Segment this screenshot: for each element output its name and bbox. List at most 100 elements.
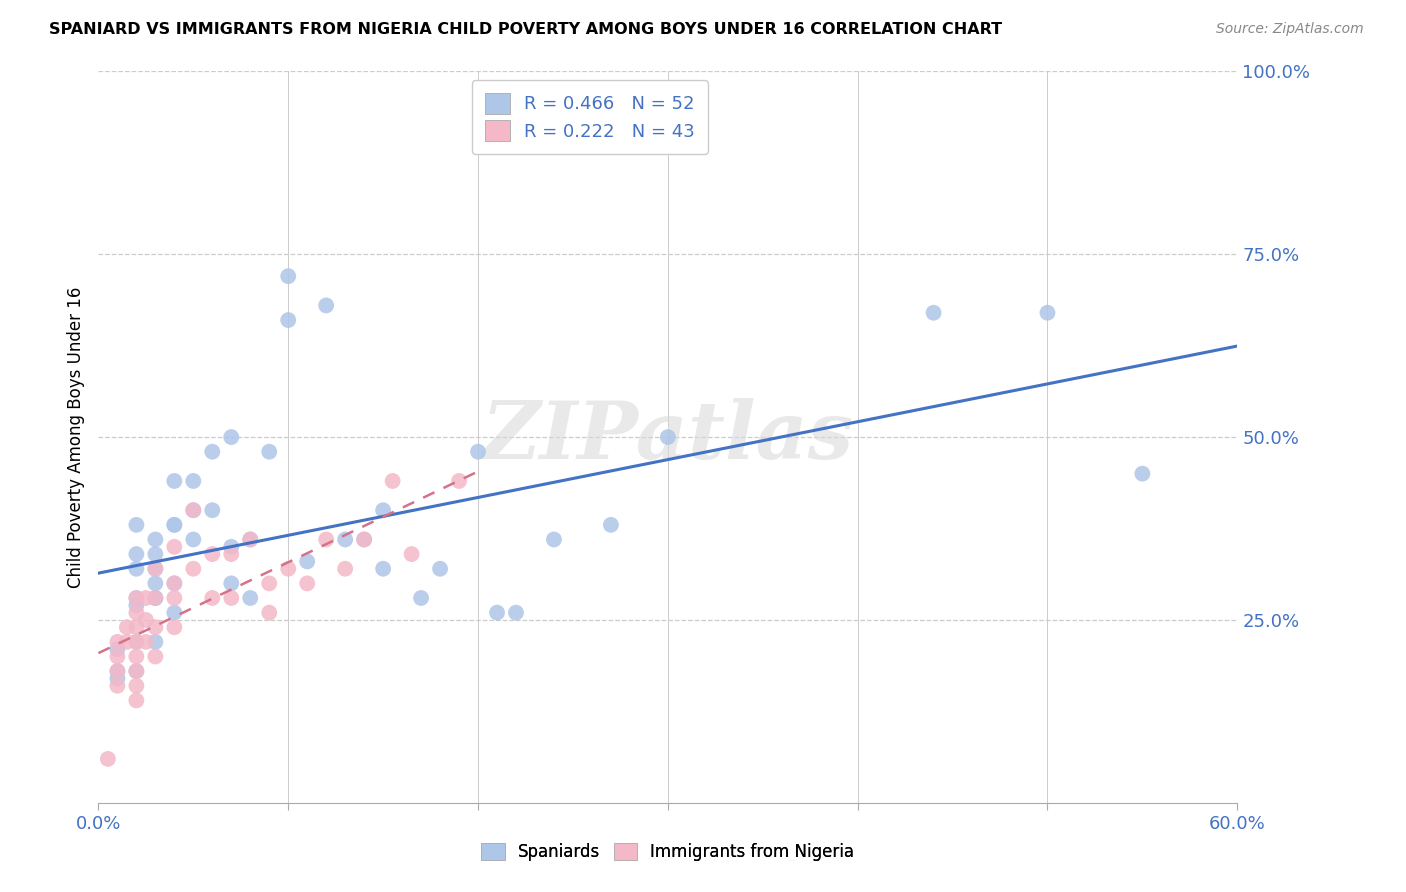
Point	[125, 599, 148, 613]
Point	[467, 444, 489, 458]
Point	[335, 533, 357, 547]
Point	[163, 591, 186, 605]
Point	[125, 664, 148, 678]
Point	[135, 613, 157, 627]
Point	[145, 591, 167, 605]
Point	[125, 517, 148, 532]
Point	[277, 562, 299, 576]
Point	[657, 430, 679, 444]
Point	[107, 664, 129, 678]
Point	[221, 591, 243, 605]
Point	[221, 430, 243, 444]
Point	[125, 606, 148, 620]
Point	[183, 562, 205, 576]
Point	[259, 606, 281, 620]
Point	[297, 576, 319, 591]
Point	[335, 562, 357, 576]
Point	[201, 547, 224, 561]
Point	[543, 533, 565, 547]
Point	[125, 693, 148, 707]
Point	[125, 547, 148, 561]
Text: Source: ZipAtlas.com: Source: ZipAtlas.com	[1216, 22, 1364, 37]
Point	[125, 591, 148, 605]
Point	[401, 547, 423, 561]
Point	[239, 533, 262, 547]
Point	[135, 635, 157, 649]
Legend: Spaniards, Immigrants from Nigeria: Spaniards, Immigrants from Nigeria	[475, 836, 860, 868]
Point	[125, 679, 148, 693]
Point	[145, 591, 167, 605]
Point	[371, 503, 394, 517]
Point	[239, 591, 262, 605]
Point	[259, 576, 281, 591]
Point	[449, 474, 471, 488]
Point	[429, 562, 451, 576]
Point	[135, 591, 157, 605]
Point	[371, 562, 394, 576]
Point	[505, 606, 527, 620]
Point	[201, 591, 224, 605]
Point	[163, 540, 186, 554]
Point	[125, 620, 148, 634]
Point	[381, 474, 404, 488]
Point	[163, 606, 186, 620]
Point	[221, 547, 243, 561]
Text: SPANIARD VS IMMIGRANTS FROM NIGERIA CHILD POVERTY AMONG BOYS UNDER 16 CORRELATIO: SPANIARD VS IMMIGRANTS FROM NIGERIA CHIL…	[49, 22, 1002, 37]
Point	[1036, 306, 1059, 320]
Point	[125, 664, 148, 678]
Point	[145, 591, 167, 605]
Point	[183, 503, 205, 517]
Point	[145, 562, 167, 576]
Point	[115, 620, 138, 634]
Point	[353, 533, 375, 547]
Point	[115, 635, 138, 649]
Point	[600, 517, 623, 532]
Point	[107, 649, 129, 664]
Point	[221, 540, 243, 554]
Point	[163, 620, 186, 634]
Point	[163, 517, 186, 532]
Point	[297, 554, 319, 568]
Point	[145, 649, 167, 664]
Point	[125, 562, 148, 576]
Point	[97, 752, 120, 766]
Point	[107, 679, 129, 693]
Point	[163, 517, 186, 532]
Point	[107, 635, 129, 649]
Point	[145, 547, 167, 561]
Point	[239, 533, 262, 547]
Point	[183, 474, 205, 488]
Point	[183, 503, 205, 517]
Point	[353, 533, 375, 547]
Point	[259, 444, 281, 458]
Point	[125, 635, 148, 649]
Point	[411, 591, 433, 605]
Point	[201, 444, 224, 458]
Point	[163, 576, 186, 591]
Point	[125, 591, 148, 605]
Point	[183, 533, 205, 547]
Point	[125, 649, 148, 664]
Point	[315, 298, 337, 312]
Y-axis label: Child Poverty Among Boys Under 16: Child Poverty Among Boys Under 16	[66, 286, 84, 588]
Text: ZIPatlas: ZIPatlas	[482, 399, 853, 475]
Point	[277, 269, 299, 284]
Point	[277, 313, 299, 327]
Point	[922, 306, 945, 320]
Point	[125, 635, 148, 649]
Point	[145, 620, 167, 634]
Point	[145, 533, 167, 547]
Point	[145, 562, 167, 576]
Point	[163, 474, 186, 488]
Point	[145, 576, 167, 591]
Point	[1132, 467, 1154, 481]
Point	[221, 576, 243, 591]
Point	[107, 642, 129, 657]
Point	[486, 606, 509, 620]
Point	[201, 503, 224, 517]
Point	[107, 672, 129, 686]
Point	[315, 533, 337, 547]
Point	[163, 576, 186, 591]
Point	[145, 635, 167, 649]
Point	[107, 664, 129, 678]
